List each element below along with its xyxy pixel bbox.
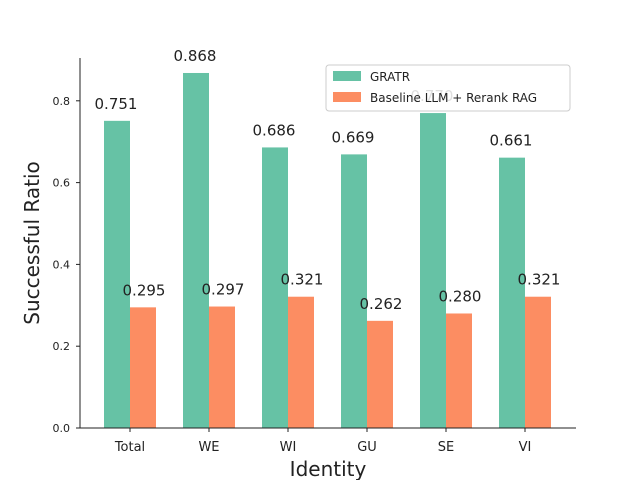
y-ticks-group: 0.0 0.2 0.4 0.6 0.8 [53, 95, 80, 435]
bar-baseline-total [130, 307, 156, 428]
x-tick-label-gu: GU [357, 440, 377, 455]
y-tick-label-0-8: 0.8 [53, 95, 71, 108]
y-tick-label-0-6: 0.6 [53, 177, 71, 190]
bar-baseline-we [209, 306, 235, 428]
bar-gratr-total [104, 120, 130, 428]
bar-baseline-wi [288, 296, 314, 428]
legend-swatch-gratr [333, 71, 361, 81]
legend: GRATR Baseline LLM + Rerank RAG [325, 64, 571, 112]
bar-baseline-gu [367, 320, 393, 428]
y-axis-title: Successful Ratio [20, 161, 44, 325]
bar-baseline-vi [525, 296, 551, 428]
bar-gratr-vi [499, 157, 525, 428]
value-label-baseline-se: 0.280 [439, 287, 482, 305]
x-axis-title: Identity [290, 457, 367, 480]
x-tick-label-total: Total [114, 440, 145, 455]
bar-gratr-gu [341, 154, 367, 428]
bar-gratr-se [420, 113, 446, 428]
value-label-gratr-we: 0.868 [174, 47, 217, 65]
x-tick-label-wi: WI [280, 440, 297, 455]
value-label-gratr-vi: 0.661 [490, 132, 533, 150]
legend-label-baseline: Baseline LLM + Rerank RAG [370, 91, 537, 105]
x-ticks-group: Total WE WI GU SE VI [114, 428, 532, 455]
bar-gratr-we [183, 72, 209, 428]
bars-group [104, 72, 551, 428]
value-label-baseline-vi: 0.321 [518, 271, 561, 289]
bar-baseline-se [446, 313, 472, 428]
value-label-baseline-total: 0.295 [123, 281, 166, 299]
legend-swatch-baseline [333, 92, 361, 102]
value-label-gratr-gu: 0.669 [332, 128, 375, 146]
y-tick-label-0-4: 0.4 [53, 258, 71, 271]
x-tick-label-we: WE [198, 440, 219, 455]
y-tick-label-0-2: 0.2 [53, 340, 71, 353]
bar-gratr-wi [262, 147, 288, 428]
value-label-baseline-wi: 0.321 [281, 271, 324, 289]
value-label-gratr-wi: 0.686 [253, 121, 296, 139]
value-label-gratr-total: 0.751 [95, 95, 138, 113]
value-label-baseline-we: 0.297 [202, 281, 245, 299]
x-tick-label-vi: VI [519, 440, 532, 455]
legend-frame [325, 64, 571, 112]
value-label-baseline-gu: 0.262 [360, 295, 403, 313]
x-tick-label-se: SE [438, 440, 454, 455]
y-tick-label-0-0: 0.0 [53, 422, 71, 435]
legend-label-gratr: GRATR [370, 70, 410, 84]
